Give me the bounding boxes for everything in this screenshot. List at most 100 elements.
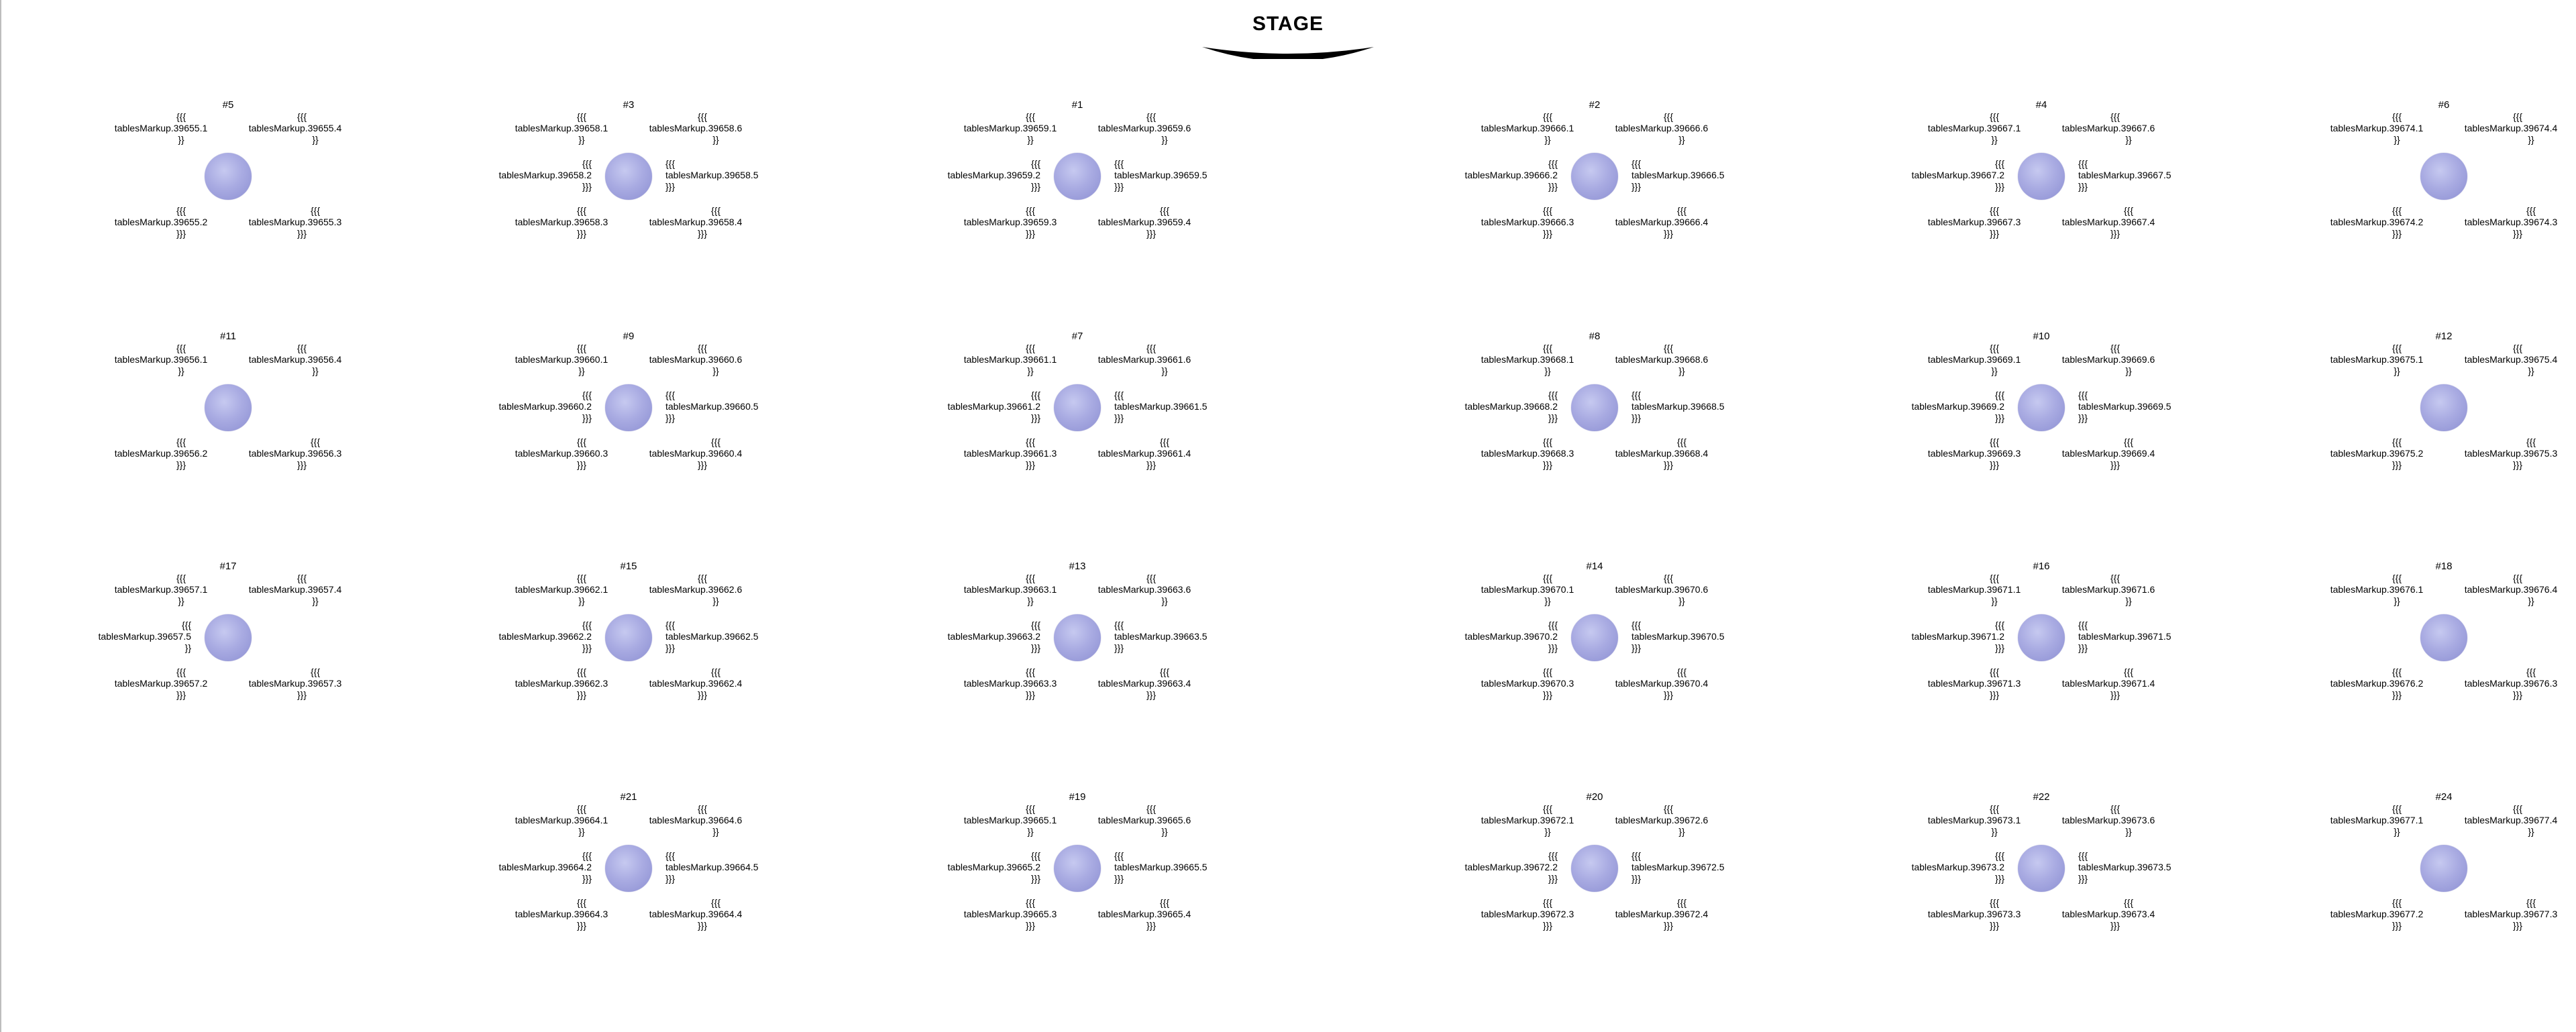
seat-5[interactable]: {{{tablesMarkup.39668.5}}} <box>1631 390 1776 424</box>
table-circle[interactable] <box>605 614 652 661</box>
seat-4[interactable]: {{{tablesMarkup.39655.3}}} <box>228 205 362 239</box>
seat-2[interactable]: {{{tablesMarkup.39660.2}}} <box>447 390 592 424</box>
seat-6[interactable]: {{{tablesMarkup.39666.6}} <box>1595 111 1729 146</box>
seat-3[interactable]: {{{tablesMarkup.39673.3}}} <box>1907 897 2041 931</box>
seat-1[interactable]: {{{tablesMarkup.39665.1}} <box>943 803 1077 838</box>
seat-4[interactable]: {{{tablesMarkup.39666.4}}} <box>1595 205 1729 239</box>
seat-3[interactable]: {{{tablesMarkup.39668.3}}} <box>1460 437 1595 471</box>
table-circle[interactable] <box>2420 153 2467 200</box>
seat-5[interactable]: {{{tablesMarkup.39673.5}}} <box>2078 850 2222 884</box>
seat-2[interactable]: {{{tablesMarkup.39662.2}}} <box>447 620 592 654</box>
seat-1[interactable]: {{{tablesMarkup.39656.1}} <box>94 343 228 377</box>
seat-4[interactable]: {{{tablesMarkup.39669.4}}} <box>2041 437 2176 471</box>
seat-3[interactable]: {{{tablesMarkup.39657.2}}} <box>94 667 228 701</box>
seat-6[interactable]: {{{tablesMarkup.39655.4}} <box>228 111 362 146</box>
seat-1[interactable]: {{{tablesMarkup.39659.1}} <box>943 111 1077 146</box>
seat-1[interactable]: {{{tablesMarkup.39672.1}} <box>1460 803 1595 838</box>
table-circle[interactable] <box>2018 384 2065 431</box>
seat-6[interactable]: {{{tablesMarkup.39672.6}} <box>1595 803 1729 838</box>
seat-1[interactable]: {{{tablesMarkup.39674.1}} <box>2310 111 2444 146</box>
seat-1[interactable]: {{{tablesMarkup.39668.1}} <box>1460 343 1595 377</box>
table-circle[interactable] <box>2420 845 2467 892</box>
seat-2[interactable]: {{{tablesMarkup.39672.2}}} <box>1413 850 1558 884</box>
seat-4[interactable]: {{{tablesMarkup.39673.4}}} <box>2041 897 2176 931</box>
seat-3[interactable]: {{{tablesMarkup.39659.3}}} <box>943 205 1077 239</box>
table-circle[interactable] <box>2018 153 2065 200</box>
seat-6[interactable]: {{{tablesMarkup.39658.6}} <box>629 111 763 146</box>
seat-6[interactable]: {{{tablesMarkup.39664.6}} <box>629 803 763 838</box>
seat-1[interactable]: {{{tablesMarkup.39660.1}} <box>494 343 629 377</box>
seat-5[interactable]: {{{tablesMarkup.39659.5}}} <box>1114 158 1258 192</box>
seat-1[interactable]: {{{tablesMarkup.39670.1}} <box>1460 573 1595 607</box>
table-circle[interactable] <box>1054 384 1101 431</box>
table-circle[interactable] <box>1571 845 1618 892</box>
seat-4[interactable]: {{{tablesMarkup.39677.3}}} <box>2444 897 2576 931</box>
seat-4[interactable]: {{{tablesMarkup.39663.4}}} <box>1077 667 1212 701</box>
seat-1[interactable]: {{{tablesMarkup.39669.1}} <box>1907 343 2041 377</box>
seat-6[interactable]: {{{tablesMarkup.39659.6}} <box>1077 111 1212 146</box>
seat-1[interactable]: {{{tablesMarkup.39676.1}} <box>2310 573 2444 607</box>
seat-2[interactable]: {{{tablesMarkup.39670.2}}} <box>1413 620 1558 654</box>
seat-6[interactable]: {{{tablesMarkup.39662.6}} <box>629 573 763 607</box>
table-circle[interactable] <box>205 384 252 431</box>
seat-3[interactable]: {{{tablesMarkup.39655.2}}} <box>94 205 228 239</box>
seat-4[interactable]: {{{tablesMarkup.39672.4}}} <box>1595 897 1729 931</box>
seat-6[interactable]: {{{tablesMarkup.39660.6}} <box>629 343 763 377</box>
seat-5[interactable]: {{{tablesMarkup.39662.5}}} <box>665 620 810 654</box>
seat-4[interactable]: {{{tablesMarkup.39658.4}}} <box>629 205 763 239</box>
table-circle[interactable] <box>205 153 252 200</box>
seat-1[interactable]: {{{tablesMarkup.39658.1}} <box>494 111 629 146</box>
seat-4[interactable]: {{{tablesMarkup.39661.4}}} <box>1077 437 1212 471</box>
seat-5[interactable]: {{{tablesMarkup.39660.5}}} <box>665 390 810 424</box>
table-circle[interactable] <box>2018 845 2065 892</box>
seat-1[interactable]: {{{tablesMarkup.39664.1}} <box>494 803 629 838</box>
seat-2[interactable]: {{{tablesMarkup.39668.2}}} <box>1413 390 1558 424</box>
seat-6[interactable]: {{{tablesMarkup.39656.4}} <box>228 343 362 377</box>
seat-6[interactable]: {{{tablesMarkup.39671.6}} <box>2041 573 2176 607</box>
seat-1[interactable]: {{{tablesMarkup.39666.1}} <box>1460 111 1595 146</box>
seat-5[interactable]: {{{tablesMarkup.39664.5}}} <box>665 850 810 884</box>
seat-4[interactable]: {{{tablesMarkup.39662.4}}} <box>629 667 763 701</box>
seat-6[interactable]: {{{tablesMarkup.39668.6}} <box>1595 343 1729 377</box>
seat-1[interactable]: {{{tablesMarkup.39673.1}} <box>1907 803 2041 838</box>
seat-2[interactable]: {{{tablesMarkup.39673.2}}} <box>1860 850 2004 884</box>
seat-4[interactable]: {{{tablesMarkup.39667.4}}} <box>2041 205 2176 239</box>
seat-3[interactable]: {{{tablesMarkup.39672.3}}} <box>1460 897 1595 931</box>
seat-6[interactable]: {{{tablesMarkup.39661.6}} <box>1077 343 1212 377</box>
seat-3[interactable]: {{{tablesMarkup.39667.3}}} <box>1907 205 2041 239</box>
seat-5[interactable]: {{{tablesMarkup.39658.5}}} <box>665 158 810 192</box>
seat-4[interactable]: {{{tablesMarkup.39668.4}}} <box>1595 437 1729 471</box>
table-circle[interactable] <box>2420 614 2467 661</box>
seat-2[interactable]: {{{tablesMarkup.39657.5}} <box>47 620 191 654</box>
seat-6[interactable]: {{{tablesMarkup.39665.6}} <box>1077 803 1212 838</box>
seat-5[interactable]: {{{tablesMarkup.39671.5}}} <box>2078 620 2222 654</box>
seat-3[interactable]: {{{tablesMarkup.39675.2}}} <box>2310 437 2444 471</box>
seat-6[interactable]: {{{tablesMarkup.39673.6}} <box>2041 803 2176 838</box>
table-circle[interactable] <box>2420 384 2467 431</box>
seat-2[interactable]: {{{tablesMarkup.39667.2}}} <box>1860 158 2004 192</box>
seat-6[interactable]: {{{tablesMarkup.39676.4}} <box>2444 573 2576 607</box>
seat-3[interactable]: {{{tablesMarkup.39662.3}}} <box>494 667 629 701</box>
seat-3[interactable]: {{{tablesMarkup.39677.2}}} <box>2310 897 2444 931</box>
seat-2[interactable]: {{{tablesMarkup.39661.2}}} <box>896 390 1040 424</box>
seat-3[interactable]: {{{tablesMarkup.39671.3}}} <box>1907 667 2041 701</box>
seat-3[interactable]: {{{tablesMarkup.39656.2}}} <box>94 437 228 471</box>
seat-6[interactable]: {{{tablesMarkup.39669.6}} <box>2041 343 2176 377</box>
seat-2[interactable]: {{{tablesMarkup.39669.2}}} <box>1860 390 2004 424</box>
seat-1[interactable]: {{{tablesMarkup.39663.1}} <box>943 573 1077 607</box>
seat-6[interactable]: {{{tablesMarkup.39670.6}} <box>1595 573 1729 607</box>
seat-5[interactable]: {{{tablesMarkup.39669.5}}} <box>2078 390 2222 424</box>
seat-2[interactable]: {{{tablesMarkup.39664.2}}} <box>447 850 592 884</box>
seat-4[interactable]: {{{tablesMarkup.39659.4}}} <box>1077 205 1212 239</box>
table-circle[interactable] <box>1571 614 1618 661</box>
seat-4[interactable]: {{{tablesMarkup.39664.4}}} <box>629 897 763 931</box>
table-circle[interactable] <box>1054 845 1101 892</box>
seat-4[interactable]: {{{tablesMarkup.39676.3}}} <box>2444 667 2576 701</box>
seat-5[interactable]: {{{tablesMarkup.39665.5}}} <box>1114 850 1258 884</box>
seat-3[interactable]: {{{tablesMarkup.39669.3}}} <box>1907 437 2041 471</box>
seat-6[interactable]: {{{tablesMarkup.39677.4}} <box>2444 803 2576 838</box>
seat-4[interactable]: {{{tablesMarkup.39671.4}}} <box>2041 667 2176 701</box>
table-circle[interactable] <box>1571 153 1618 200</box>
seat-4[interactable]: {{{tablesMarkup.39656.3}}} <box>228 437 362 471</box>
table-circle[interactable] <box>1054 614 1101 661</box>
